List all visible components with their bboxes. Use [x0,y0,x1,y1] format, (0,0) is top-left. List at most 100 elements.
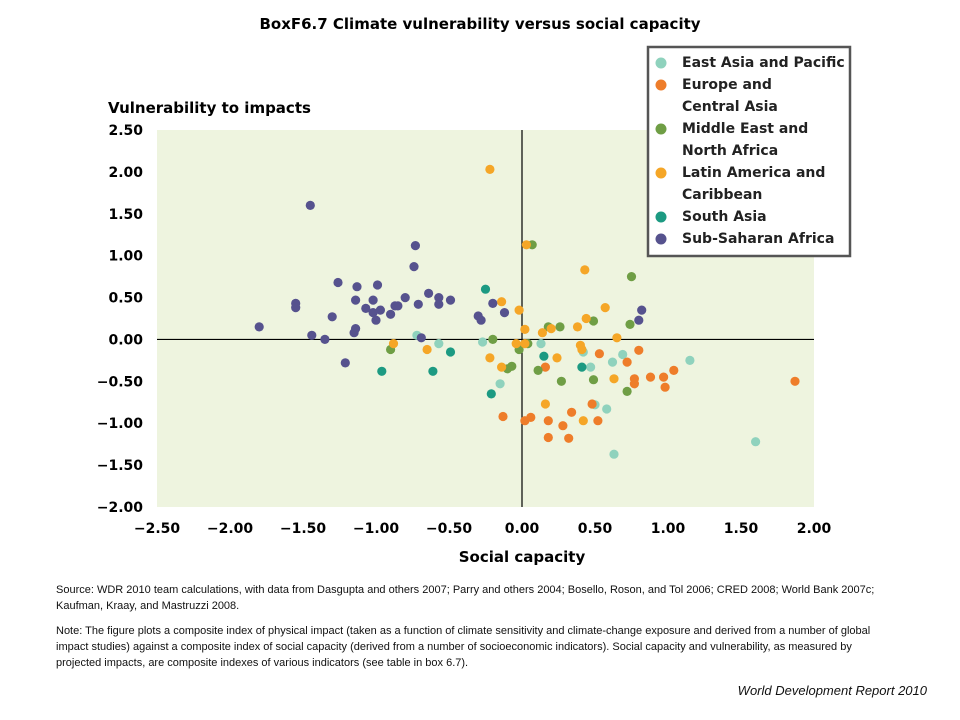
data-point [485,353,495,363]
data-point [629,379,640,389]
x-tick-label: −2.50 [134,521,181,537]
data-point [558,421,568,431]
data-point [602,404,612,414]
scatter-chart: 2.50 2.00 1.50 1.00 0.50 0.00 −0.50 −1.00 −1.50 −… [97,45,852,566]
legend-box [646,45,852,258]
legend-marker [655,57,667,69]
y-axis-title: Vulnerability to impacts [108,99,311,117]
data-point [377,366,387,376]
data-point [386,309,396,319]
x-tick-label: 1.00 [651,521,686,537]
data-point [351,295,361,305]
data-point [600,303,610,313]
data-point [478,337,488,347]
chart-title: BoxF6.7 Climate vulnerability versus soc… [259,15,701,33]
data-point [594,349,605,359]
legend-marker [655,79,667,91]
data-point [320,334,330,344]
data-point [497,297,507,307]
data-point [291,298,301,308]
series-6 [254,200,647,368]
data-point [514,305,524,315]
data-point [556,376,567,386]
data-point [409,262,419,272]
y-tick-label: 0.00 [108,332,143,348]
data-point [520,339,530,349]
legend-label: Europe and Central Asia [682,77,778,115]
x-axis-title: Social capacity [459,548,586,566]
data-point [413,299,423,309]
data-point [645,372,656,382]
data-point [607,357,618,367]
data-point [410,241,420,251]
credit-text: World Development Report 2010 [737,683,927,698]
y-tick-label: −1.00 [97,416,144,432]
y-tick-label: −2.00 [97,500,144,516]
x-tick-label: −1.50 [280,521,327,537]
data-point [634,315,644,325]
data-point [340,358,350,368]
x-tick-label: 2.00 [797,521,832,537]
data-point [507,361,517,371]
legend-marker [655,211,667,223]
notes-block: Source: WDR 2010 team calculations, with… [56,582,876,680]
data-point [609,374,619,384]
data-point [488,334,498,344]
data-point [578,416,588,426]
data-point [488,298,498,308]
data-point [546,324,556,334]
data-point [333,277,343,288]
data-point [445,295,456,305]
data-point [536,339,546,349]
data-point [751,437,761,447]
data-point [543,432,553,443]
data-point [361,303,371,313]
data-point [593,416,603,426]
y-tick-label: −0.50 [97,374,144,390]
data-point [564,433,574,443]
data-point [587,399,597,409]
legend-label: East Asia and Pacific [682,55,845,71]
source-text: Source: WDR 2010 team calculations, with… [56,584,875,612]
data-point [351,324,361,334]
data-point [388,339,399,349]
y-tick-label: 2.00 [108,165,143,181]
series-3 [386,240,637,396]
series-2 [498,345,800,443]
data-point [539,351,549,361]
x-tick-label: 0.00 [505,521,540,537]
data-point [497,362,507,372]
data-point [622,357,632,367]
data-point [540,399,551,409]
data-point [609,449,619,459]
data-point [434,293,444,303]
data-point [634,345,644,355]
series-5 [377,284,587,399]
legend-label: Sub-Saharan Africa [682,231,834,247]
data-point [526,412,536,422]
data-point [327,312,337,322]
data-point [626,272,637,282]
data-point [637,305,647,315]
data-point [368,295,378,305]
data-point [552,353,562,363]
data-point [622,386,632,396]
x-tick-label: −2.00 [207,521,254,537]
data-point [543,416,553,426]
data-point [368,308,378,318]
data-point [537,328,548,338]
data-point [521,240,532,250]
y-tick-label: −1.50 [97,458,144,474]
data-point [581,313,591,324]
note-text: Note: The figure plots a composite index… [56,625,871,669]
data-point [511,339,521,349]
data-point [393,301,403,311]
data-point [445,347,456,357]
x-tick-label: −1.00 [353,521,400,537]
data-point [520,324,530,334]
x-tick-label: −0.50 [426,521,473,537]
data-point [434,299,444,309]
data-point [476,315,486,325]
data-point [371,315,381,325]
data-point [540,362,551,372]
